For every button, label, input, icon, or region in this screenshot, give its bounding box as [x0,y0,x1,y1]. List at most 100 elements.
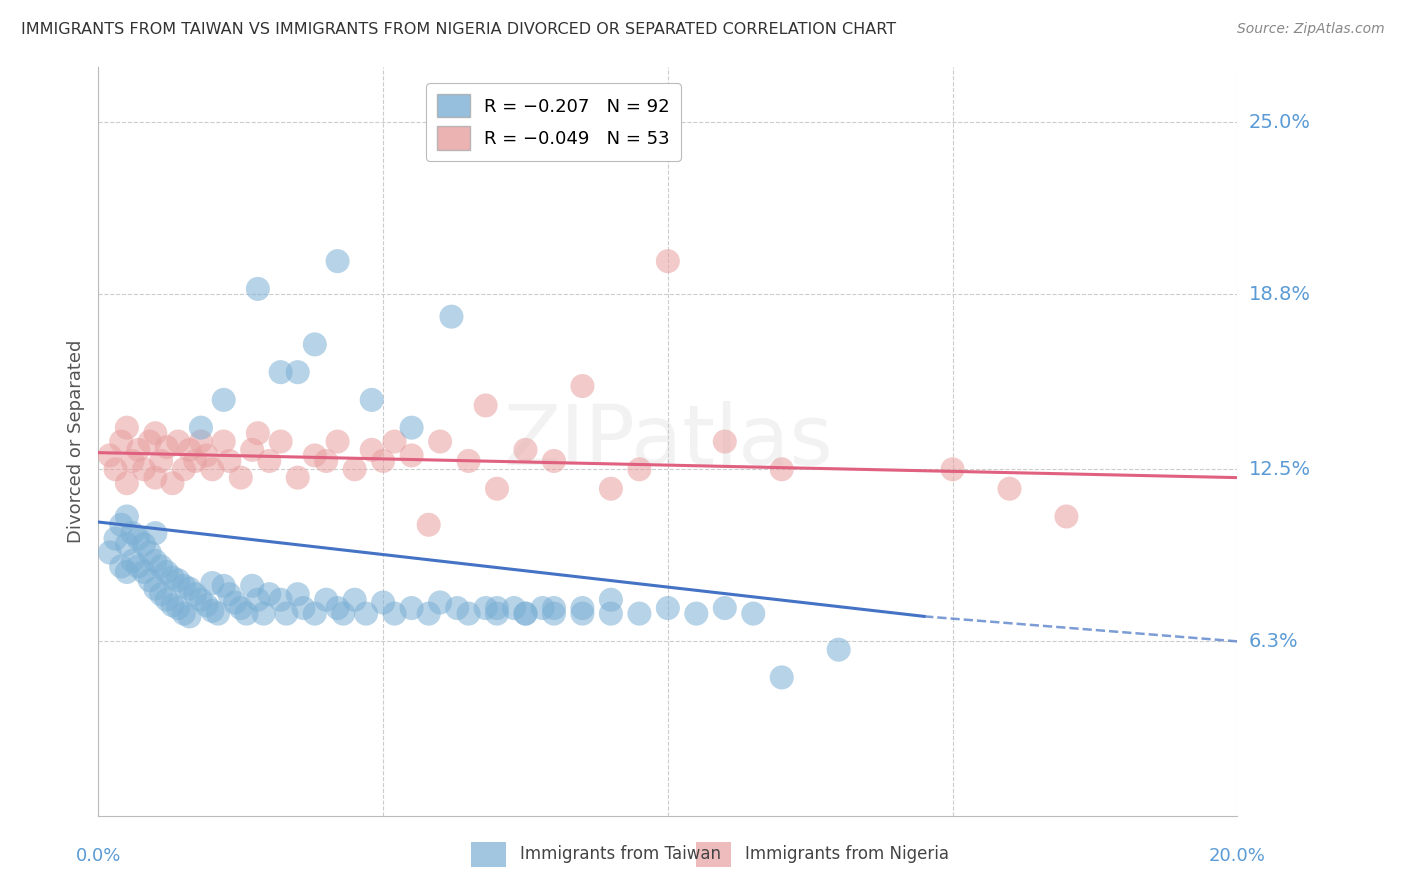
Point [304,449,326,463]
Point [486,601,509,615]
Point [127,442,149,457]
Point [571,379,593,393]
Point [457,454,479,468]
Point [401,420,423,434]
Point [292,601,315,615]
Point [326,434,349,449]
Point [145,426,167,441]
Point [543,607,565,621]
Point [218,587,240,601]
Text: IMMIGRANTS FROM TAIWAN VS IMMIGRANTS FROM NIGERIA DIVORCED OR SEPARATED CORRELAT: IMMIGRANTS FROM TAIWAN VS IMMIGRANTS FRO… [21,22,896,37]
Point [138,574,160,588]
Point [104,462,127,476]
Point [304,337,326,351]
Point [770,462,793,476]
Point [270,365,292,379]
Point [600,607,623,621]
Text: 12.5%: 12.5% [1249,459,1310,479]
Point [207,607,229,621]
Point [195,449,218,463]
Point [104,532,127,546]
Point [332,607,354,621]
Point [150,587,173,601]
Point [246,282,269,296]
Text: 18.8%: 18.8% [1249,285,1310,304]
Point [600,482,623,496]
Point [828,642,851,657]
Point [173,607,195,621]
Point [179,442,201,457]
Text: Immigrants from Taiwan: Immigrants from Taiwan [520,845,721,863]
Point [486,482,509,496]
Point [354,607,377,621]
Point [121,554,143,568]
Point [145,554,167,568]
Point [543,454,565,468]
Point [486,607,509,621]
Point [384,607,406,621]
Point [98,449,121,463]
Point [212,434,235,449]
Point [115,509,138,524]
Point [304,607,326,621]
Point [315,454,337,468]
Point [127,559,149,574]
Point [145,582,167,596]
Point [571,607,593,621]
Point [440,310,463,324]
Point [173,579,195,593]
Point [246,426,269,441]
Point [115,476,138,491]
Point [224,595,246,609]
Point [287,365,309,379]
Point [1056,509,1078,524]
Point [110,517,132,532]
Point [515,442,537,457]
Point [270,592,292,607]
Point [201,576,224,591]
Point [162,570,184,584]
Text: ZIPatlas: ZIPatlas [503,401,832,482]
Text: 0.0%: 0.0% [76,847,121,864]
Point [201,604,224,618]
Point [145,470,167,484]
Point [503,601,526,615]
Point [657,601,679,615]
Point [138,545,160,559]
Point [515,607,537,621]
Point [115,565,138,579]
Point [343,592,366,607]
Point [252,607,274,621]
Text: 20.0%: 20.0% [1209,847,1265,864]
Point [418,517,440,532]
Text: 25.0%: 25.0% [1249,113,1310,132]
Text: Source: ZipAtlas.com: Source: ZipAtlas.com [1237,22,1385,37]
Point [742,607,765,621]
Y-axis label: Divorced or Separated: Divorced or Separated [66,340,84,543]
Point [373,454,395,468]
Point [190,434,212,449]
Point [167,601,190,615]
Point [571,601,593,615]
Point [685,607,707,621]
Point [212,579,235,593]
Point [156,592,179,607]
Point [326,254,349,268]
Point [373,595,395,609]
Point [229,470,252,484]
Point [132,565,155,579]
Point [156,440,179,454]
Point [156,565,179,579]
Point [998,482,1021,496]
Point [714,601,737,615]
Point [401,449,423,463]
Point [418,607,440,621]
Point [98,545,121,559]
Point [212,392,235,407]
Point [657,254,679,268]
Point [315,592,337,607]
Point [770,670,793,684]
Point [184,454,207,468]
Point [138,434,160,449]
Point [132,537,155,551]
